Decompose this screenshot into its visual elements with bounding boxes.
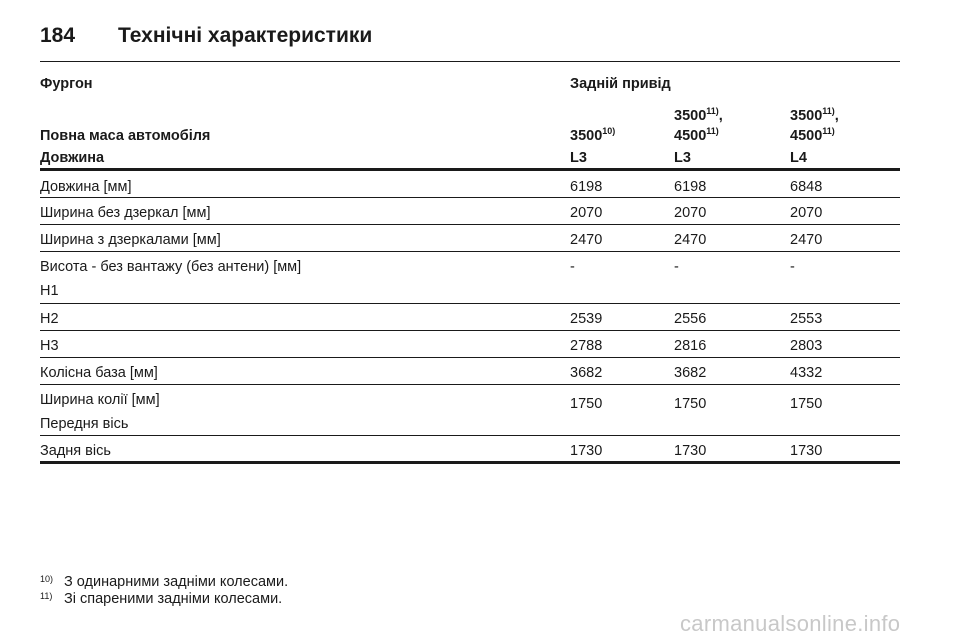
table-row: Колісна база [мм] 3682 3682 4332	[40, 357, 900, 384]
footnote-text: Зі спареними задніми колесами.	[64, 591, 283, 607]
footnote: 11) Зі спареними задніми колесами.	[40, 591, 288, 608]
row-value: 6198	[674, 179, 707, 195]
table-row: Задня вісь 1730 1730 1730	[40, 435, 900, 461]
row-label: H2	[40, 311, 59, 327]
row-value: 2539	[570, 311, 603, 327]
row-label: Колісна база [мм]	[40, 365, 158, 381]
table-row: H3 2788 2816 2803	[40, 330, 900, 357]
mass-col-1-line2: 350010)	[570, 126, 616, 144]
row-value: 2470	[570, 232, 603, 248]
row-value: 2803	[790, 338, 823, 354]
row-value: 1730	[790, 443, 823, 459]
length-code-1: L3	[570, 150, 587, 166]
row-label-group: Ширина колії [мм] Передня вісь	[40, 390, 570, 435]
footnotes: 10) З одинарними задніми колесами. 11) З…	[40, 574, 288, 608]
gross-mass-label: Повна маса автомобіля	[40, 128, 211, 144]
mass-col-1: 350010)	[570, 126, 674, 146]
page-header: 184 Технічні характеристики	[40, 16, 372, 56]
footnote-mark: 10)	[40, 574, 54, 584]
mass-col-3-line2: 450011)	[790, 126, 835, 144]
table-header-mass-row: Повна маса автомобіля 350010) 350011), 4…	[40, 98, 900, 146]
header-divider	[40, 61, 900, 62]
row-label: Довжина [мм]	[40, 179, 132, 195]
table-bottom-rule	[40, 461, 900, 464]
row-label: H3	[40, 338, 59, 354]
row-value: 3682	[674, 365, 707, 381]
row-value: 1730	[674, 443, 707, 459]
row-value: 1730	[570, 443, 603, 459]
table-row: H2 2539 2556 2553	[40, 303, 900, 330]
row-value: 2070	[570, 205, 603, 221]
row-value: -	[570, 259, 575, 275]
footnote-mark: 11)	[40, 591, 53, 601]
row-value: 2070	[790, 205, 823, 221]
table-header-group-row: Фургон Задній привід	[40, 74, 900, 98]
table-row: Довжина [мм] 6198 6198 6848	[40, 168, 900, 197]
row-label: Ширина з дзеркалами [мм]	[40, 232, 221, 248]
row-value: -	[790, 259, 795, 275]
row-sublabel: Передня вісь	[40, 416, 129, 432]
mass-col-2: 350011), 450011)	[674, 106, 790, 146]
row-value: 2553	[790, 311, 823, 327]
row-value: 2788	[570, 338, 603, 354]
row-label: Ширина колії [мм]	[40, 392, 160, 408]
page-number: 184	[40, 24, 76, 47]
watermark: carmanualsonline.info	[680, 611, 901, 636]
spec-table: Фургон Задній привід Повна маса автомобі…	[40, 74, 900, 464]
row-value: 1750	[790, 396, 823, 412]
row-sublabel: H1	[40, 283, 59, 299]
row-value: 2556	[674, 311, 707, 327]
length-code-2: L3	[674, 150, 691, 166]
row-value: 1750	[570, 396, 603, 412]
length-code-label: Довжина	[40, 150, 105, 166]
row-value: 1750	[674, 396, 707, 412]
mass-col-2-line1: 350011),	[674, 106, 723, 124]
mass-col-2-line2: 450011)	[674, 126, 719, 144]
row-value: 3682	[570, 365, 603, 381]
mass-col-3-line1: 350011),	[790, 106, 839, 124]
drive-label: Задній привід	[570, 76, 671, 92]
mass-col-3: 350011), 450011)	[790, 106, 900, 146]
row-value: 2470	[674, 232, 707, 248]
row-value: 2470	[790, 232, 823, 248]
table-row: Ширина з дзеркалами [мм] 2470 2470 2470	[40, 224, 900, 251]
table-row: Висота - без вантажу (без антени) [мм] H…	[40, 251, 900, 303]
row-value: 6848	[790, 179, 823, 195]
row-value: 6198	[570, 179, 603, 195]
footnote: 10) З одинарними задніми колесами.	[40, 574, 288, 591]
row-label-group: Висота - без вантажу (без антени) [мм] H…	[40, 257, 570, 303]
row-value: -	[674, 259, 679, 275]
length-code-3: L4	[790, 150, 807, 166]
row-value: 2070	[674, 205, 707, 221]
table-row: Ширина колії [мм] Передня вісь 1750 1750…	[40, 384, 900, 435]
table-row: Ширина без дзеркал [мм] 2070 2070 2070	[40, 197, 900, 224]
row-value: 2816	[674, 338, 707, 354]
table-header-length-row: Довжина L3 L3 L4	[40, 146, 900, 168]
vehicle-type-label: Фургон	[40, 76, 93, 92]
page-title: Технічні характеристики	[118, 24, 373, 47]
row-label: Задня вісь	[40, 443, 111, 459]
row-label: Висота - без вантажу (без антени) [мм]	[40, 259, 302, 275]
row-label: Ширина без дзеркал [мм]	[40, 205, 211, 221]
row-value: 4332	[790, 365, 823, 381]
footnote-text: З одинарними задніми колесами.	[64, 574, 289, 590]
